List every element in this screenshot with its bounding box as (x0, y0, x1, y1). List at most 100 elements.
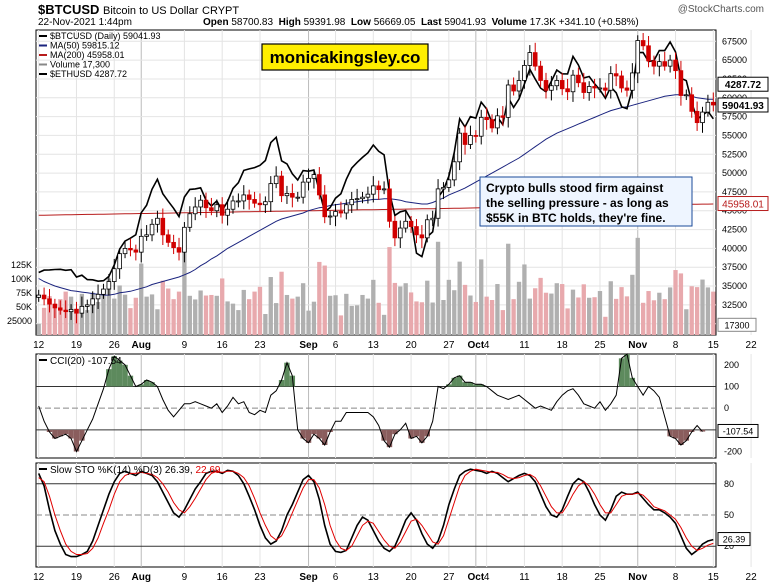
candle-body (36, 294, 41, 298)
candle (689, 87, 695, 118)
price-badge: 4287.72 (717, 76, 769, 92)
stoch-tick-label: 20 (724, 541, 734, 551)
candle-body (187, 213, 193, 228)
candle-body (462, 132, 468, 145)
candle-body (532, 52, 538, 67)
cci-negative-fill (683, 429, 690, 441)
candle-body (430, 217, 435, 221)
x-axis-label: 15 (708, 572, 720, 583)
candle-body (505, 84, 511, 118)
volume-bar (630, 274, 635, 335)
volume-tick-label: 125K (11, 260, 32, 270)
candle-body (397, 227, 403, 239)
volume-bar (295, 296, 300, 335)
candle-body (225, 208, 230, 216)
cci-positive-fill (451, 377, 457, 387)
x-axis-label: Sep (299, 572, 317, 583)
volume-bar (619, 287, 624, 335)
volume-bar (430, 302, 435, 335)
candle (354, 188, 360, 210)
volume-bar (446, 279, 452, 335)
volume-bar (581, 284, 586, 335)
candle (230, 195, 236, 214)
price-tick-label: 35000 (722, 281, 747, 291)
candle-body (586, 86, 592, 93)
candle-body (711, 101, 716, 106)
price-tick-label: 50000 (722, 168, 747, 178)
volume-bar (457, 261, 462, 335)
candle (214, 199, 220, 218)
legend-label: MA(50) 59815.12 (50, 41, 120, 51)
candle (95, 284, 101, 310)
cci-negative-fill (305, 429, 312, 443)
legend-label: Volume 17,300 (50, 60, 110, 70)
price-badge-label: 45958.01 (722, 200, 764, 211)
volume-bar (236, 310, 241, 335)
cci-positive-fill (116, 360, 123, 387)
volume-bar (425, 280, 430, 335)
candle-body (527, 52, 533, 66)
candle (673, 52, 678, 79)
cci-negative-fill (79, 429, 85, 441)
open-value: 58700.83 (231, 17, 274, 28)
stoch-line-k (37, 468, 714, 558)
candle-body (667, 59, 673, 67)
volume-bar (408, 292, 414, 335)
volume-bar (468, 295, 473, 335)
legend-label: $ETHUSD 4287.72 (50, 69, 127, 79)
volume-bar (338, 315, 344, 335)
volume-bar (635, 237, 640, 335)
cci-negative-fill (62, 429, 69, 435)
cci-positive-fill (629, 377, 636, 387)
volume-bar (182, 244, 187, 335)
candle-body (559, 80, 565, 90)
candle (257, 193, 263, 212)
volume-bar (144, 296, 149, 335)
x-axis-label: 6 (333, 340, 339, 351)
stoch-badge-box (717, 532, 751, 547)
x-axis-label: 11 (519, 572, 530, 583)
x-axis-label: 8 (673, 572, 679, 583)
candle (651, 55, 657, 75)
candle (68, 304, 74, 320)
volume-bar (392, 282, 398, 335)
volume-bar (139, 263, 144, 335)
candle (419, 225, 425, 249)
candle (705, 94, 711, 117)
candle-body (41, 294, 47, 300)
volume-bar (241, 289, 246, 335)
volume-bar (511, 299, 516, 335)
volume-bar (252, 291, 257, 335)
candle-body (74, 308, 79, 314)
volume-badge: 17300 (717, 317, 757, 332)
volume-bar (95, 301, 101, 335)
candle (532, 42, 538, 71)
candle (527, 45, 533, 76)
volume-bar (214, 295, 219, 335)
candle-body (106, 281, 112, 290)
candle (592, 78, 597, 99)
volume-bar (597, 291, 603, 335)
candle-body (576, 74, 581, 84)
candle (484, 107, 489, 130)
candle-body (662, 61, 668, 67)
candle-body (322, 194, 328, 218)
candle-body (214, 204, 220, 212)
cci-negative-fill (413, 429, 420, 437)
volume-bar (149, 294, 155, 335)
price-tick-label: 42500 (722, 225, 747, 235)
volume-bar (160, 280, 165, 335)
candle-body (570, 74, 576, 93)
cci-negative-fill (300, 429, 306, 439)
volume-bar (41, 307, 47, 335)
volume-bar (462, 284, 468, 335)
candle-body (198, 199, 203, 208)
high-value: 59391.98 (303, 17, 346, 28)
x-axis-label: Oct (468, 340, 485, 351)
stoch-badge-label: 26.39 (723, 535, 746, 545)
candle (106, 274, 112, 296)
volume-bar (257, 286, 263, 335)
candle (246, 189, 252, 210)
x-axis-label: 25 (594, 572, 606, 583)
candle-body (101, 288, 106, 295)
